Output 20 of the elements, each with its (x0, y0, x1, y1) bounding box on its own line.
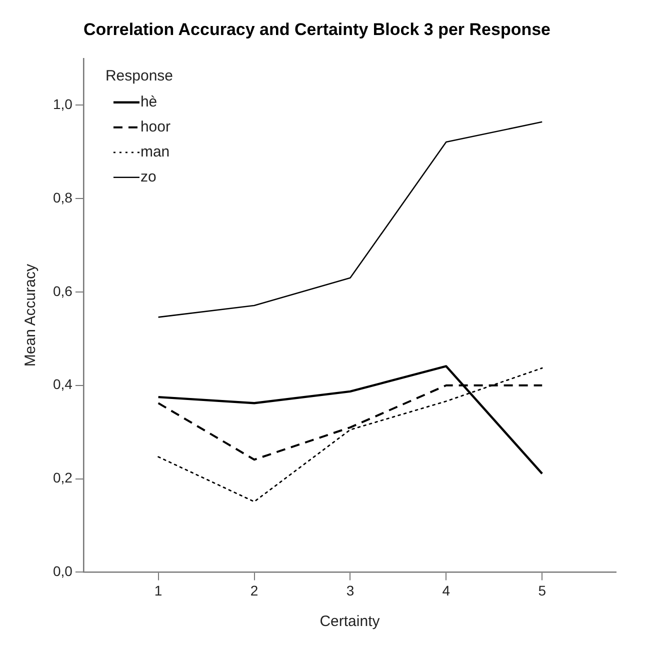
x-tick-label: 3 (346, 582, 354, 598)
y-tick-label: 0,0 (52, 563, 73, 580)
chart-title: Correlation Accuracy and Certainty Block 3 per Response (83, 20, 551, 39)
legend-label: hè (140, 94, 158, 111)
y-tick-label: 0,2 (52, 470, 73, 486)
x-axis-title: Certainty (320, 613, 380, 630)
y-tick-label: 0,4 (52, 376, 73, 392)
legend-label: hoor (140, 118, 170, 136)
x-tick-label: 5 (538, 582, 546, 598)
legend-title: Response (105, 68, 174, 85)
legend-label: man (140, 144, 170, 161)
y-tick-label: 0,6 (52, 282, 73, 299)
x-tick-label: 1 (154, 582, 162, 598)
y-tick-label: 0,8 (52, 189, 73, 206)
line-series (158, 367, 543, 502)
x-tick-label: 2 (250, 582, 258, 598)
y-axis-title: Mean Accuracy (22, 264, 40, 367)
legend-label: zo (140, 168, 156, 186)
y-tick-label: 1,0 (52, 96, 73, 112)
x-tick-label: 4 (442, 582, 450, 598)
